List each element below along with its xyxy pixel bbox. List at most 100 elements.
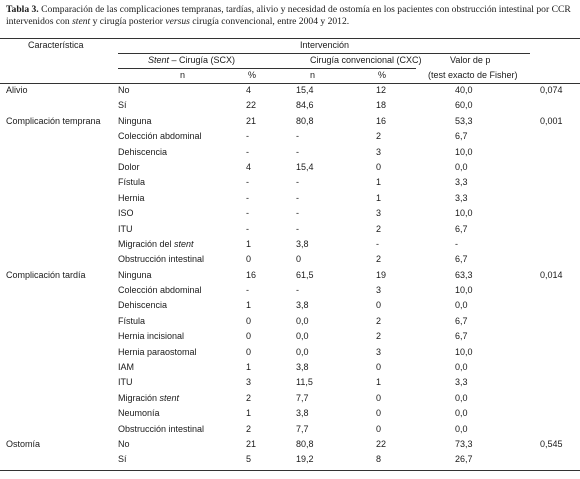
cell-p1: 0,0 (296, 315, 309, 326)
cell-n1: 2 (246, 423, 252, 434)
cell-p1: 15,4 (296, 85, 314, 95)
cell-n1: - (246, 177, 249, 188)
cell-n2: 3 (376, 146, 382, 157)
cell-c1: Obstrucción intestinal (118, 254, 205, 265)
cell-n1: 1 (246, 238, 252, 249)
table-caption: Tabla 3. Comparación de las complicacion… (6, 4, 578, 28)
cell-c1: ITU (118, 223, 133, 234)
cell-p1: - (296, 223, 299, 234)
header-row-2: Stent – Cirugía (SCX) Cirugía convencion… (0, 53, 580, 68)
cell-n2: 3 (376, 208, 382, 219)
table-row: Migración stent 2 7,7 0 0,0 (0, 391, 580, 406)
cell-p1: 7,7 (296, 392, 309, 403)
cell-c1: Hernia incisional (118, 331, 185, 342)
cell-p1: 80,8 (296, 115, 314, 126)
table-row: Ostomía No 21 80,8 22 73,3 0,545 (0, 437, 580, 452)
header-bottom-rule (0, 83, 580, 84)
cell-n2: 2 (376, 331, 382, 342)
table-bottom-rule (0, 470, 580, 471)
cell-c0: Complicación temprana (6, 115, 101, 126)
cell-p2: 53,3 (455, 115, 473, 126)
cell-n2: 0 (376, 392, 382, 403)
cell-n1: 3 (246, 377, 252, 388)
cell-p2: 6,7 (455, 254, 468, 265)
table-row: IAM 1 3,8 0 0,0 (0, 360, 580, 375)
cell-c1: Hernia paraostomal (118, 346, 197, 357)
cell-c1: Colección abdominal (118, 131, 202, 142)
cell-n2: 1 (376, 177, 382, 188)
cell-p2: 63,3 (455, 269, 473, 280)
header-scx-rest: – Cirugía (SCX) (169, 55, 236, 65)
cell-n2: 8 (376, 454, 382, 465)
table-row: Dehiscencia - - 3 10,0 (0, 145, 580, 160)
table-row: ITU 3 11,5 1 3,3 (0, 375, 580, 390)
cell-n1: 16 (246, 269, 257, 280)
cell-p2: 6,7 (455, 131, 468, 142)
cell-n1: - (246, 146, 249, 157)
cell-c1: ITU (118, 377, 133, 388)
cell-n1: 4 (246, 85, 252, 95)
cell-n2: 3 (376, 285, 382, 296)
cell-c1: Colección abdominal (118, 285, 202, 296)
cell-c1: Ninguna (118, 269, 152, 280)
cell-p2: 0,0 (455, 423, 468, 434)
cell-n2: 0 (376, 161, 382, 172)
cell-n1: 2 (246, 392, 252, 403)
cell-n1: 4 (246, 161, 252, 172)
cell-c1: Dolor (118, 161, 140, 172)
cell-n2: 19 (376, 269, 387, 280)
header-test: (test exacto de Fisher) (428, 70, 518, 80)
cell-c1: Obstrucción intestinal (118, 423, 205, 434)
cell-n2: 2 (376, 131, 382, 142)
cell-p2: 6,7 (455, 331, 468, 342)
cell-c1: Ninguna (118, 115, 152, 126)
cell-p1: - (296, 177, 299, 188)
cell-n1: 21 (246, 438, 257, 449)
cell-p1: 15,4 (296, 161, 314, 172)
table-row: Neumonía 1 3,8 0 0,0 (0, 406, 580, 421)
cell-c1: Migración del stent (118, 239, 194, 250)
cell-n2: 0 (376, 300, 382, 311)
table-row: Obstrucción intestinal 2 7,7 0 0,0 (0, 422, 580, 437)
cell-n2: 18 (376, 100, 387, 111)
cell-p2: 0,0 (455, 392, 468, 403)
cell-p2: 0,0 (455, 300, 468, 311)
cell-c1: Neumonía (118, 408, 160, 419)
cell-n2: 22 (376, 438, 387, 449)
cell-n2: 3 (376, 346, 382, 357)
cell-p1: - (296, 208, 299, 219)
table-row: Colección abdominal - - 2 6,7 (0, 129, 580, 144)
table-row: Dolor 4 15,4 0 0,0 (0, 160, 580, 175)
cell-c0: Ostomía (6, 438, 41, 449)
cell-n2: - (376, 238, 379, 249)
cell-c0: Alivio (6, 85, 28, 95)
cell-p1: 3,8 (296, 300, 309, 311)
table-row: Dehiscencia 1 3,8 0 0,0 (0, 298, 580, 313)
cell-pv: 0,014 (540, 269, 563, 280)
cell-n1: 0 (246, 254, 252, 265)
table-row: Fístula 0 0,0 2 6,7 (0, 314, 580, 329)
header-row-3: n % n % (test exacto de Fisher) (0, 68, 580, 83)
cell-p2: 0,0 (455, 408, 468, 419)
caption-label: Tabla 3. (6, 4, 39, 15)
caption-stent: stent (72, 16, 91, 27)
header-rule-2 (118, 68, 416, 69)
cell-c1: Hernia (118, 192, 145, 203)
cell-n1: - (246, 131, 249, 142)
cell-p2: 6,7 (455, 223, 468, 234)
table-row: ISO - - 3 10,0 (0, 206, 580, 221)
table-row: Complicación tardía Ninguna 16 61,5 19 63,3 0,… (0, 268, 580, 283)
cell-n1: 22 (246, 100, 257, 111)
cell-p2: - (455, 238, 458, 249)
cell-c1: No (118, 438, 130, 449)
header-rule-1 (118, 53, 530, 54)
header-n-cxc: n (310, 70, 316, 80)
cell-c1: Fístula (118, 315, 146, 326)
cell-n2: 0 (376, 362, 382, 373)
cell-n1: 0 (246, 346, 252, 357)
cell-p2: 3,3 (455, 177, 468, 188)
cell-p2: 10,0 (455, 285, 473, 296)
cell-p1: 61,5 (296, 269, 314, 280)
cell-n1: 1 (246, 362, 252, 373)
cell-n1: - (246, 285, 249, 296)
